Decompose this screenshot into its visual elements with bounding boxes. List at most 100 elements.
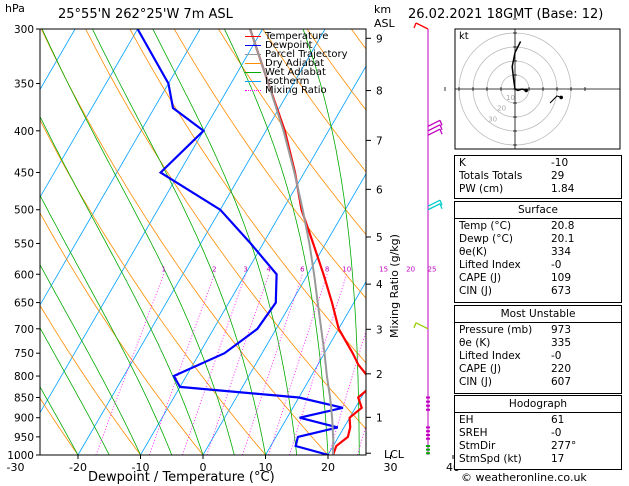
pressure-tick-label: 400	[14, 126, 34, 138]
surface-table: Surface Temp (°C) 20.8 Dewp (°C) 20.1 θe(K…	[454, 201, 622, 303]
mixing-ratio-axis-label: Mixing Ratio (g/kg)	[388, 234, 401, 338]
pressure-tick-label: 450	[14, 167, 34, 179]
hodograph-unit-label: kt	[459, 31, 469, 42]
surface-title: Surface	[517, 204, 558, 216]
index-row-pw: PW (cm) 1.84	[459, 183, 575, 195]
mixing-ratio-label: 1	[162, 265, 166, 273]
isotherm-line	[77, 29, 326, 455]
km-tick-label: 7	[376, 135, 383, 147]
km-tick-label: 9	[376, 33, 383, 45]
wind-barb	[427, 128, 441, 136]
wind-barb	[439, 120, 443, 126]
wind-barb-marker	[426, 430, 430, 433]
temperature-tick-label: 20	[321, 461, 335, 474]
km-tick-label: 8	[376, 86, 383, 98]
dry-adiabat-line	[129, 29, 366, 364]
wet-adiabat-line	[40, 194, 173, 455]
pressure-tick-label: 600	[14, 269, 34, 281]
wet-adiabat-line	[40, 115, 204, 455]
temperature-tick-label: -10	[132, 461, 150, 474]
wind-barb	[439, 124, 443, 131]
chart-legend: Temperature Dewpoint Parcel Trajectory D…	[245, 31, 365, 111]
pressure-tick-label: 850	[14, 392, 34, 404]
mixing-ratio-label: 25	[428, 265, 437, 273]
hodograph-ring-label: 30	[488, 115, 497, 123]
mu-row: Pressure (mb) 973	[459, 324, 572, 336]
pressure-tick-label: 700	[14, 324, 34, 336]
isotherm-line	[202, 173, 366, 455]
isotherm-line	[40, 29, 201, 306]
mu-row: Lifted Index -0	[459, 350, 562, 362]
x-axis-label: Dewpoint / Temperature (°C)	[88, 470, 275, 485]
dry-adiabat-line	[40, 212, 204, 455]
surface-row: CAPE (J) 109	[459, 272, 572, 284]
hodograph-ring-label: 10	[506, 94, 515, 102]
temperature-tick-label: -30	[7, 461, 25, 474]
km-tick-label: 4	[376, 279, 383, 291]
surface-row: CIN (J) 673	[459, 285, 572, 297]
wind-barb	[427, 203, 441, 211]
mixing-ratio-label: 8	[325, 265, 329, 273]
hodograph-ring-label: 20	[497, 105, 506, 113]
wind-barb	[427, 199, 441, 207]
surface-row: Dewp (°C) 20.1	[459, 233, 575, 245]
most-unstable-title: Most Unstable	[500, 308, 576, 320]
dry-adiabat-line	[40, 119, 266, 455]
mixing-ratio-label: 15	[379, 265, 388, 273]
wind-barb	[439, 199, 443, 206]
wind-barb	[427, 124, 441, 132]
mixing-ratio-line	[268, 274, 328, 455]
pressure-tick-label: 800	[14, 371, 34, 383]
mixing-ratio-label: 10	[342, 265, 351, 273]
hodograph-point	[524, 88, 528, 93]
pressure-tick-label: 550	[14, 238, 34, 250]
temperature-tick-label: -20	[69, 461, 87, 474]
isotherm-line	[40, 29, 263, 414]
mu-row: CAPE (J) 220	[459, 363, 572, 375]
most-unstable-table: Most Unstable Pressure (mb) 973 θe (K) 335…	[454, 305, 622, 394]
index-row-k: K -10	[459, 157, 569, 169]
dry-adiabat-line	[40, 304, 141, 455]
wind-barb-marker	[426, 448, 430, 451]
credit-text: © weatheronline.co.uk	[461, 471, 587, 484]
dry-adiabat-line	[40, 397, 79, 455]
wet-adiabat-line	[41, 29, 235, 455]
wind-barb	[415, 322, 429, 330]
mu-row: θe (K) 335	[459, 337, 572, 349]
dry-adiabat-line	[262, 29, 366, 173]
hodograph-point	[559, 95, 563, 100]
temperature-tick-label: 0	[200, 461, 207, 474]
wind-barb-marker	[426, 426, 430, 429]
pressure-tick-label: 500	[14, 205, 34, 217]
wind-barb	[413, 22, 417, 29]
wind-barb-marker	[426, 400, 430, 403]
datetime-title: 26.02.2021 18GMT (Base: 12)	[408, 7, 604, 22]
km-label: km	[374, 3, 392, 16]
wet-adiabat-line	[152, 29, 298, 455]
mixing-ratio-label: 3	[243, 265, 247, 273]
isotherm-line	[40, 29, 138, 199]
temperature-tick-label: 10	[259, 461, 273, 474]
isotherm-line	[265, 280, 366, 455]
dry-adiabat-line	[85, 29, 366, 430]
km-tick-label: 5	[376, 232, 383, 244]
pressure-tick-label: 950	[14, 432, 34, 444]
mixing-ratio-label: 6	[300, 265, 305, 273]
wind-barb-marker	[426, 452, 430, 455]
km-tick-label: 3	[376, 324, 383, 336]
mu-row: CIN (J) 607	[459, 376, 572, 388]
temperature-tick-label: 30	[384, 461, 398, 474]
km-tick-label: 1	[376, 412, 383, 424]
wind-barb	[427, 119, 441, 127]
pressure-tick-label: 1000	[7, 450, 34, 462]
hodo-row: SREH -0	[459, 427, 562, 439]
wind-barb-marker	[426, 404, 430, 407]
dewpoint-series	[136, 29, 344, 455]
wind-barb-marker	[426, 408, 430, 411]
wind-barb	[415, 22, 429, 30]
isotherm-line	[0, 29, 13, 455]
hodo-row: EH 61	[459, 414, 565, 426]
wind-barb-marker	[426, 433, 430, 436]
wind-barb	[439, 128, 443, 135]
